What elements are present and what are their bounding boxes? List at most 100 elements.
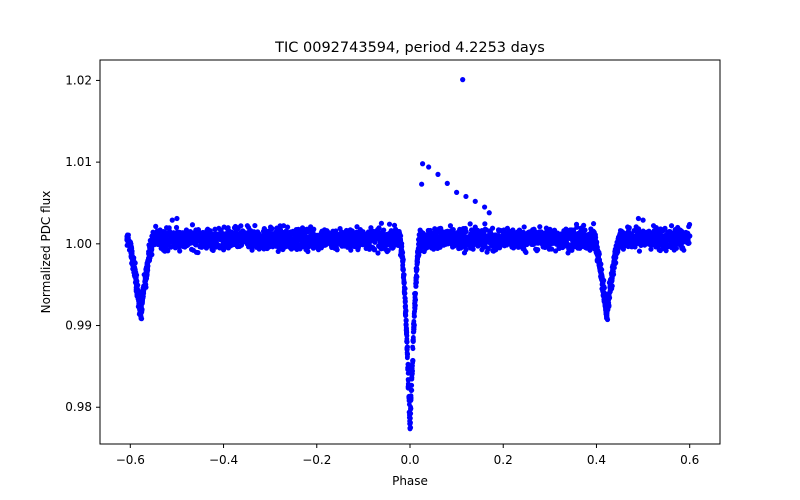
data-point [406, 398, 412, 404]
y-tick-label: 1.01 [65, 155, 92, 169]
plot-area [124, 77, 693, 432]
data-point [404, 331, 409, 337]
data-point [496, 233, 502, 239]
data-point [626, 225, 632, 231]
data-point [615, 245, 621, 251]
data-point [165, 248, 171, 254]
data-point [152, 237, 157, 243]
data-point [131, 261, 137, 267]
data-point [602, 298, 607, 304]
data-point [142, 284, 148, 290]
data-point [153, 223, 159, 229]
data-point [133, 282, 139, 288]
data-point [402, 286, 407, 292]
data-point [408, 411, 414, 416]
outlier-point [419, 161, 426, 167]
data-point [403, 321, 409, 327]
data-point [599, 275, 605, 280]
data-point [189, 222, 196, 228]
data-point [375, 250, 381, 256]
outlier-point [169, 217, 175, 223]
data-point [686, 240, 692, 246]
data-point [133, 272, 138, 278]
data-point [412, 300, 418, 305]
data-point [467, 221, 473, 227]
data-point [407, 425, 413, 431]
data-point [662, 225, 668, 231]
x-axis-label: Phase [392, 474, 428, 488]
data-point [414, 262, 420, 267]
data-point [535, 247, 541, 253]
x-tick-label: −0.6 [116, 453, 145, 467]
data-point [597, 261, 602, 267]
data-point [400, 265, 406, 271]
data-point [485, 246, 491, 252]
data-point [612, 253, 617, 259]
data-point [521, 224, 527, 230]
data-point [177, 248, 183, 254]
data-point [612, 260, 617, 266]
data-point [414, 265, 420, 271]
data-point [405, 377, 411, 382]
y-tick-label: 1.00 [65, 237, 92, 251]
data-point [632, 244, 638, 250]
data-point [137, 306, 143, 312]
data-point [403, 313, 409, 318]
data-point [210, 247, 216, 253]
data-point [204, 243, 210, 249]
data-point [404, 339, 410, 345]
data-point [409, 376, 415, 382]
x-tick-label: 0.0 [400, 453, 419, 467]
data-point [402, 291, 408, 297]
data-point [140, 299, 145, 305]
outlier-point [486, 210, 492, 216]
outlier-point [444, 180, 450, 186]
data-point [407, 419, 413, 425]
data-point [195, 249, 201, 256]
data-point [598, 269, 603, 275]
data-point [405, 367, 411, 372]
data-point [463, 247, 469, 253]
data-point [408, 404, 413, 410]
x-tick-label: 0.4 [587, 453, 606, 467]
x-tick-label: 0.6 [680, 453, 699, 467]
data-point [409, 372, 415, 378]
data-point [148, 243, 154, 249]
data-point [537, 224, 543, 230]
outlier-point [635, 215, 642, 222]
data-point [405, 361, 411, 367]
y-tick-label: 0.98 [65, 400, 92, 414]
data-point [128, 239, 133, 245]
data-point [447, 223, 454, 229]
data-point [582, 227, 588, 233]
data-point [412, 309, 417, 315]
data-point [681, 247, 687, 253]
y-axis: 0.98 0.99 1.00 1.01 1.02 [65, 73, 100, 414]
outlier-point [463, 193, 469, 200]
data-point [334, 247, 340, 253]
data-point [131, 255, 137, 261]
data-point [391, 222, 398, 228]
data-point [405, 370, 411, 376]
data-point [416, 243, 422, 249]
data-point [402, 295, 408, 301]
data-point [687, 233, 693, 239]
data-point [386, 221, 393, 227]
outlier-point [419, 181, 425, 187]
data-point [482, 221, 488, 227]
outlier-point [426, 164, 432, 170]
data-point [348, 247, 354, 253]
data-point [548, 246, 555, 252]
data-point [148, 248, 154, 253]
y-tick-label: 1.02 [65, 73, 92, 87]
data-point [150, 233, 156, 239]
data-point [591, 228, 596, 234]
data-point [252, 222, 258, 229]
data-point [470, 246, 476, 252]
data-point [602, 293, 607, 299]
data-point [489, 225, 496, 231]
data-point [376, 225, 382, 231]
data-point [686, 221, 693, 228]
outlier-point [472, 198, 478, 204]
data-point [135, 292, 141, 298]
